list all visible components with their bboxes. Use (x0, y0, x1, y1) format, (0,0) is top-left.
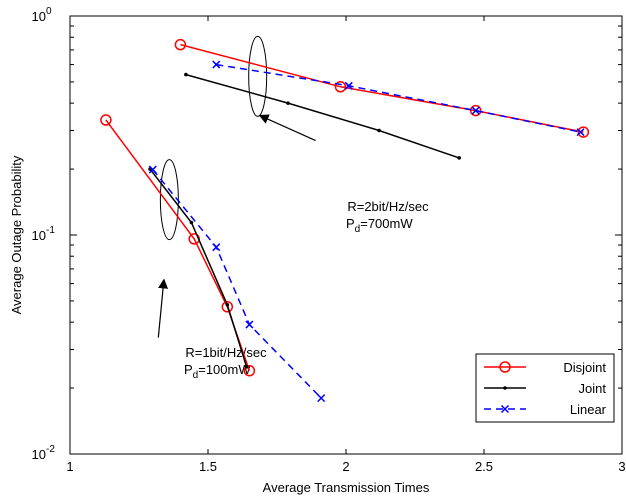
data-point-circle (499, 361, 511, 373)
data-point-x (471, 106, 480, 115)
data-point-x (317, 394, 326, 403)
annotation-text: R=2bit/Hz/sec (347, 199, 429, 214)
legend-label: Disjoint (563, 360, 606, 375)
data-point-dot (377, 128, 381, 133)
data-point-circle (221, 301, 234, 313)
y-tick-exponent: -2 (46, 444, 55, 455)
data-point-dot (503, 386, 507, 390)
y-tick-label: 10 (32, 9, 46, 24)
data-point-x (344, 81, 353, 90)
x-axis-label: Average Transmission Times (263, 480, 430, 495)
series-line (216, 63, 581, 133)
series-layer (100, 38, 590, 403)
series-line (185, 73, 460, 159)
x-tick-label: 2.5 (475, 459, 493, 474)
annotation-text: R=1bit/Hz/sec (185, 345, 267, 360)
annotation-arrow (258, 114, 316, 142)
data-point-x (212, 243, 221, 252)
y-axis-label: Average Outage Probability (9, 155, 24, 314)
series-line (149, 168, 248, 368)
y-tick-label: 10 (32, 228, 46, 243)
annotation-arrow (157, 278, 169, 338)
legend: Disjoint Joint Linear (475, 353, 615, 423)
x-tick-label: 2 (342, 459, 349, 474)
y-tick-label: 10 (32, 447, 46, 462)
annotation-text: Pd=700mW (346, 216, 413, 235)
data-point-x (148, 165, 157, 174)
y-tick-exponent: -1 (46, 225, 55, 236)
data-point-x (576, 128, 585, 137)
x-tick-label: 1.5 (199, 459, 217, 474)
series-linear (148, 60, 585, 403)
annotation-text: Pd=100mW (184, 362, 251, 381)
data-point-circle (577, 126, 590, 138)
data-point-circle (334, 81, 347, 93)
data-point-dot (225, 303, 230, 307)
data-point-circle (100, 114, 112, 126)
data-point-x (500, 404, 510, 414)
legend-item-joint: Joint (484, 381, 606, 396)
data-point-dot (244, 365, 249, 369)
data-point-x (245, 320, 254, 329)
legend-label: Linear (570, 402, 607, 417)
data-point-x (212, 60, 221, 69)
series-line (152, 169, 322, 399)
data-point-circle (469, 104, 482, 117)
y-tick-exponent: 0 (46, 6, 52, 17)
data-point-dot (286, 101, 290, 105)
data-point-dot (189, 220, 194, 225)
legend-label: Joint (579, 381, 607, 396)
annotation-ellipse (248, 35, 268, 117)
x-tick-label: 3 (618, 459, 625, 474)
legend-item-linear: Linear (484, 402, 607, 417)
data-point-dot (184, 72, 188, 77)
x-tick-label: 1 (66, 459, 73, 474)
data-point-dot (457, 156, 461, 160)
annotations: R=2bit/Hz/sec Pd=700mW R=1bit/Hz/sec Pd=100… (157, 35, 429, 381)
legend-item-disjoint: Disjoint (484, 360, 606, 375)
data-point-circle (243, 364, 256, 377)
data-point-circle (174, 38, 187, 51)
series-joint (148, 72, 461, 369)
annotation-2bit: R=2bit/Hz/sec Pd=700mW (248, 35, 429, 235)
